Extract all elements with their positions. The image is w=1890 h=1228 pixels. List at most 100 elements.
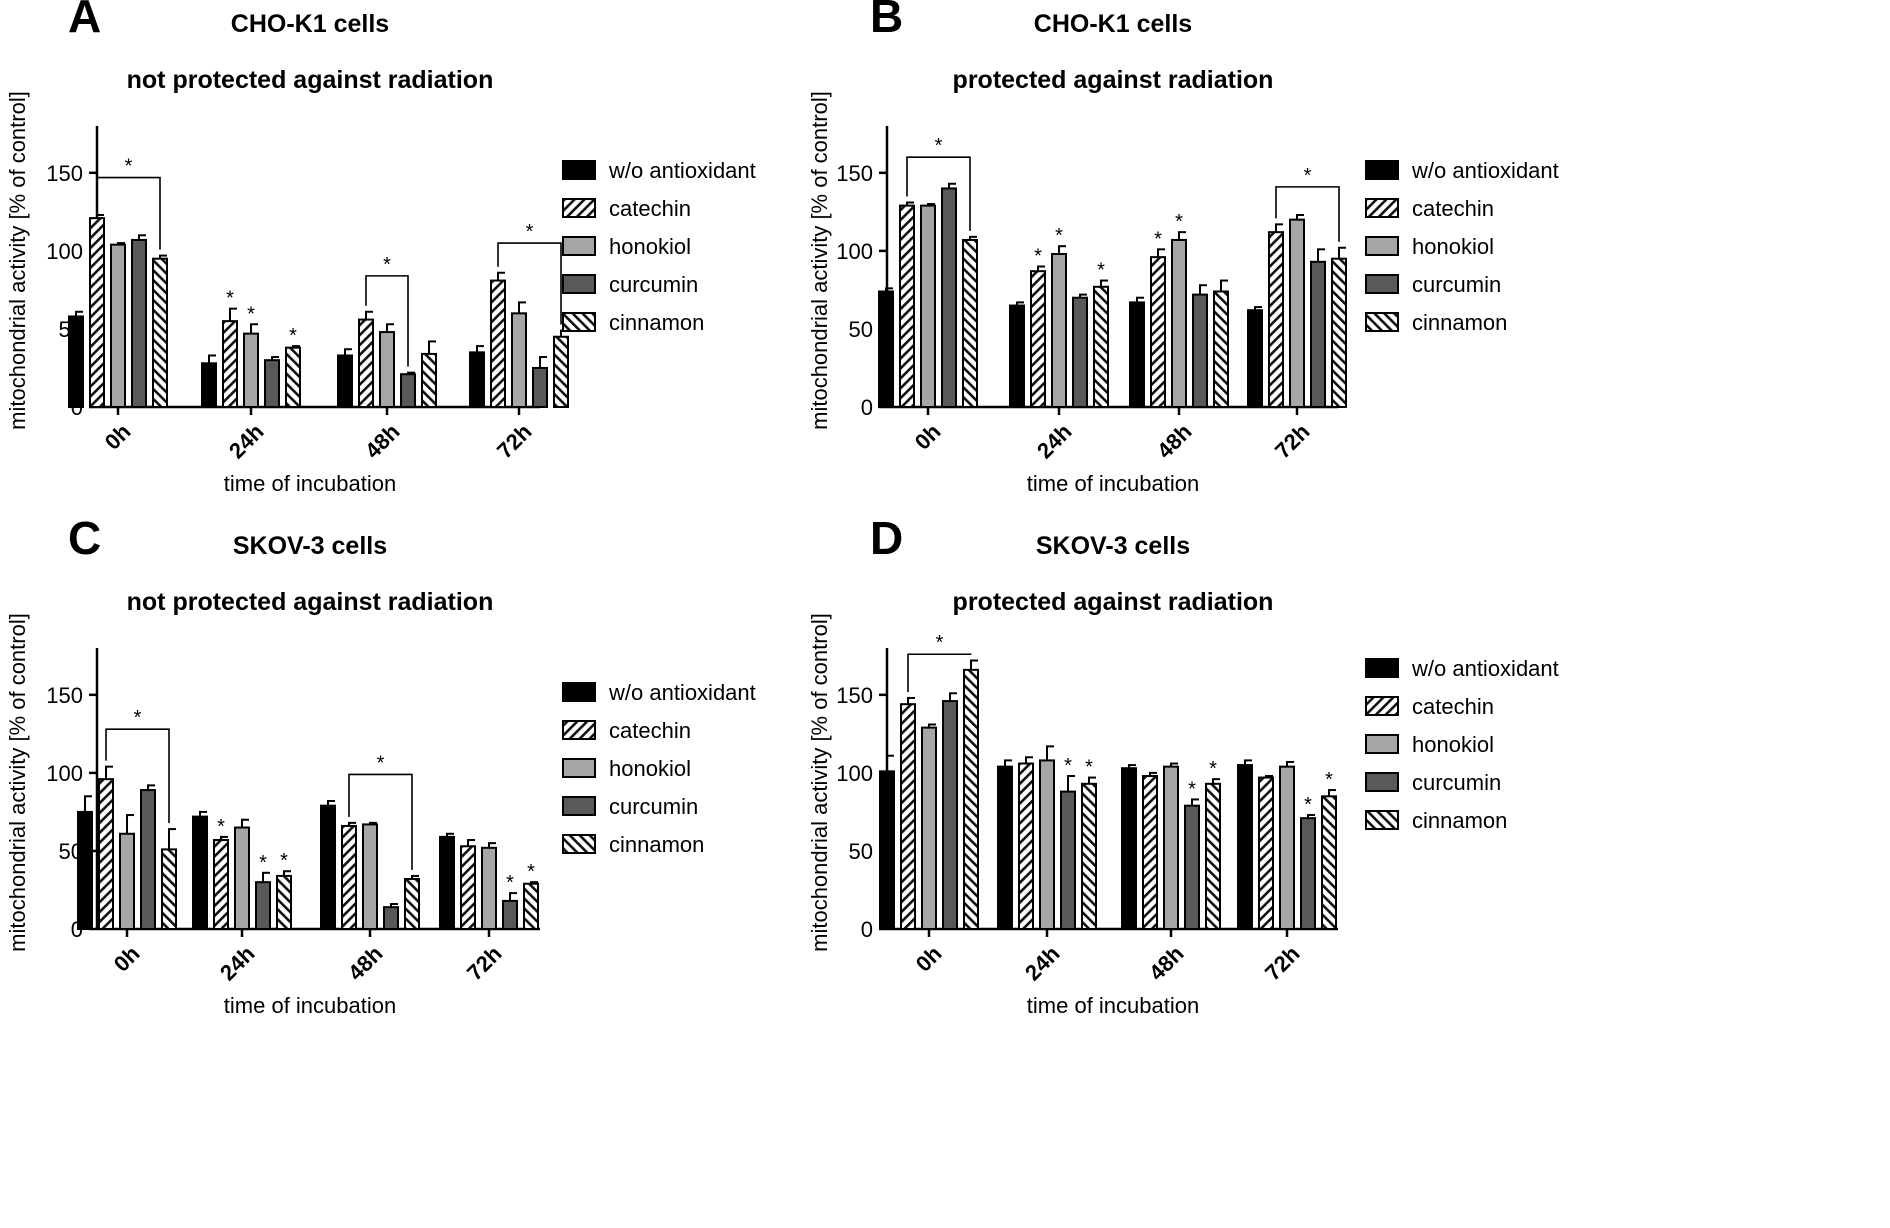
legend-label: curcumin — [609, 272, 698, 297]
y-tick-label: 0 — [861, 395, 873, 420]
bar-cinnamon — [1093, 285, 1109, 408]
y-tick-label: 150 — [836, 683, 873, 708]
bar-w-o-antioxidant — [878, 290, 894, 409]
y-axis-label: mitochondrial activity [% of control] — [807, 91, 832, 430]
bar-honokiol — [1051, 253, 1067, 408]
bar-cinnamon — [285, 346, 301, 408]
bar-catechin — [899, 204, 915, 408]
legend-label: catechin — [609, 196, 691, 221]
bar-catechin — [1142, 775, 1158, 930]
bar-curcumin — [1184, 804, 1200, 931]
bar-curcumin — [1310, 260, 1326, 409]
significance-star: * — [1097, 260, 1105, 282]
significance-star: * — [226, 288, 234, 310]
bar-catechin — [460, 845, 476, 930]
panel-label: B — [870, 0, 903, 42]
bar-cinnamon — [553, 335, 569, 408]
significance-bracket — [348, 773, 413, 870]
bar-catechin — [341, 824, 357, 931]
legend-label: honokiol — [1412, 732, 1494, 757]
bar-catechin — [89, 217, 105, 408]
x-tick-label: 72h — [1260, 941, 1304, 985]
bar-curcumin — [255, 881, 271, 931]
bar-catechin — [1268, 231, 1284, 408]
y-tick-label: 150 — [46, 683, 83, 708]
y-tick-label: 150 — [836, 161, 873, 186]
significance-bracket — [96, 176, 161, 250]
significance-bracket — [907, 653, 972, 692]
legend-label: catechin — [1412, 196, 1494, 221]
bar-curcumin — [502, 899, 518, 931]
bar-curcumin — [400, 373, 416, 409]
bar-catechin — [1030, 270, 1046, 408]
bar-catechin — [222, 320, 238, 408]
bar-w-o-antioxidant — [192, 815, 208, 930]
legend-swatch — [562, 834, 596, 854]
bar-catechin — [1258, 776, 1274, 930]
bar-curcumin — [1192, 293, 1208, 409]
bar-catechin — [1018, 762, 1034, 930]
significance-bracket — [906, 156, 971, 231]
panel-label: D — [870, 512, 903, 564]
bar-cinnamon — [161, 848, 177, 931]
bar-w-o-antioxidant — [201, 362, 217, 408]
bar-cinnamon — [276, 874, 292, 931]
panel-c: C SKOV-3 cells not protected against radia… — [5, 512, 756, 1018]
legend-swatch — [1365, 312, 1399, 332]
legend-label: cinnamon — [1412, 310, 1507, 335]
bar-cinnamon — [962, 238, 978, 408]
legend-label: w/o antioxidant — [1411, 656, 1559, 681]
bar-w-o-antioxidant — [1121, 767, 1137, 931]
bracket-star: * — [377, 752, 385, 774]
chart-title-line: SKOV-3 cells — [1036, 532, 1190, 560]
significance-star: * — [259, 852, 267, 874]
significance-bracket — [105, 728, 170, 824]
significance-star: * — [1188, 778, 1196, 800]
x-tick-label: 0h — [910, 419, 946, 455]
legend-label: honokiol — [1412, 234, 1494, 259]
x-tick-label: 24h — [224, 419, 268, 463]
bar-cinnamon — [1331, 257, 1347, 409]
bar-honokiol — [362, 823, 378, 931]
bar-catechin — [490, 279, 506, 408]
bar-honokiol — [511, 312, 527, 409]
bar-w-o-antioxidant — [469, 351, 485, 409]
significance-bracket — [1275, 186, 1340, 242]
significance-star: * — [506, 872, 514, 894]
bar-honokiol — [110, 243, 126, 408]
x-tick-label: 72h — [462, 941, 506, 985]
y-tick-label: 100 — [836, 239, 873, 264]
y-tick-label: 0 — [861, 917, 873, 942]
panel-d: D SKOV-3 cells protected against radiation… — [807, 512, 1559, 1018]
x-axis-label: time of incubation — [1027, 471, 1199, 496]
x-tick-label: 0h — [911, 941, 947, 977]
bar-honokiol — [119, 832, 135, 930]
bracket-star: * — [1304, 165, 1312, 187]
bar-curcumin — [1060, 790, 1076, 930]
bar-cinnamon — [152, 257, 168, 409]
legend-swatch — [1365, 160, 1399, 180]
bar-curcumin — [383, 906, 399, 931]
legend-label: cinnamon — [609, 832, 704, 857]
bar-cinnamon — [1081, 782, 1097, 930]
bracket-star: * — [526, 221, 534, 243]
bar-cinnamon — [1205, 782, 1221, 930]
legend-label: curcumin — [609, 794, 698, 819]
legend-label: catechin — [1412, 694, 1494, 719]
bar-w-o-antioxidant — [997, 765, 1013, 931]
significance-star: * — [280, 850, 288, 872]
y-axis-label: mitochondrial activity [% of control] — [5, 613, 30, 952]
legend-swatch — [562, 758, 596, 778]
legend-swatch — [562, 160, 596, 180]
chart-title-line: protected against radiation — [953, 66, 1274, 94]
bar-catechin — [900, 703, 916, 931]
bar-cinnamon — [523, 882, 539, 931]
bar-curcumin — [140, 789, 156, 930]
bar-curcumin — [532, 366, 548, 409]
legend-label: cinnamon — [609, 310, 704, 335]
legend-label: catechin — [609, 718, 691, 743]
bar-honokiol — [379, 331, 395, 409]
x-tick-label: 24h — [215, 941, 259, 985]
x-tick-label: 24h — [1032, 419, 1076, 463]
